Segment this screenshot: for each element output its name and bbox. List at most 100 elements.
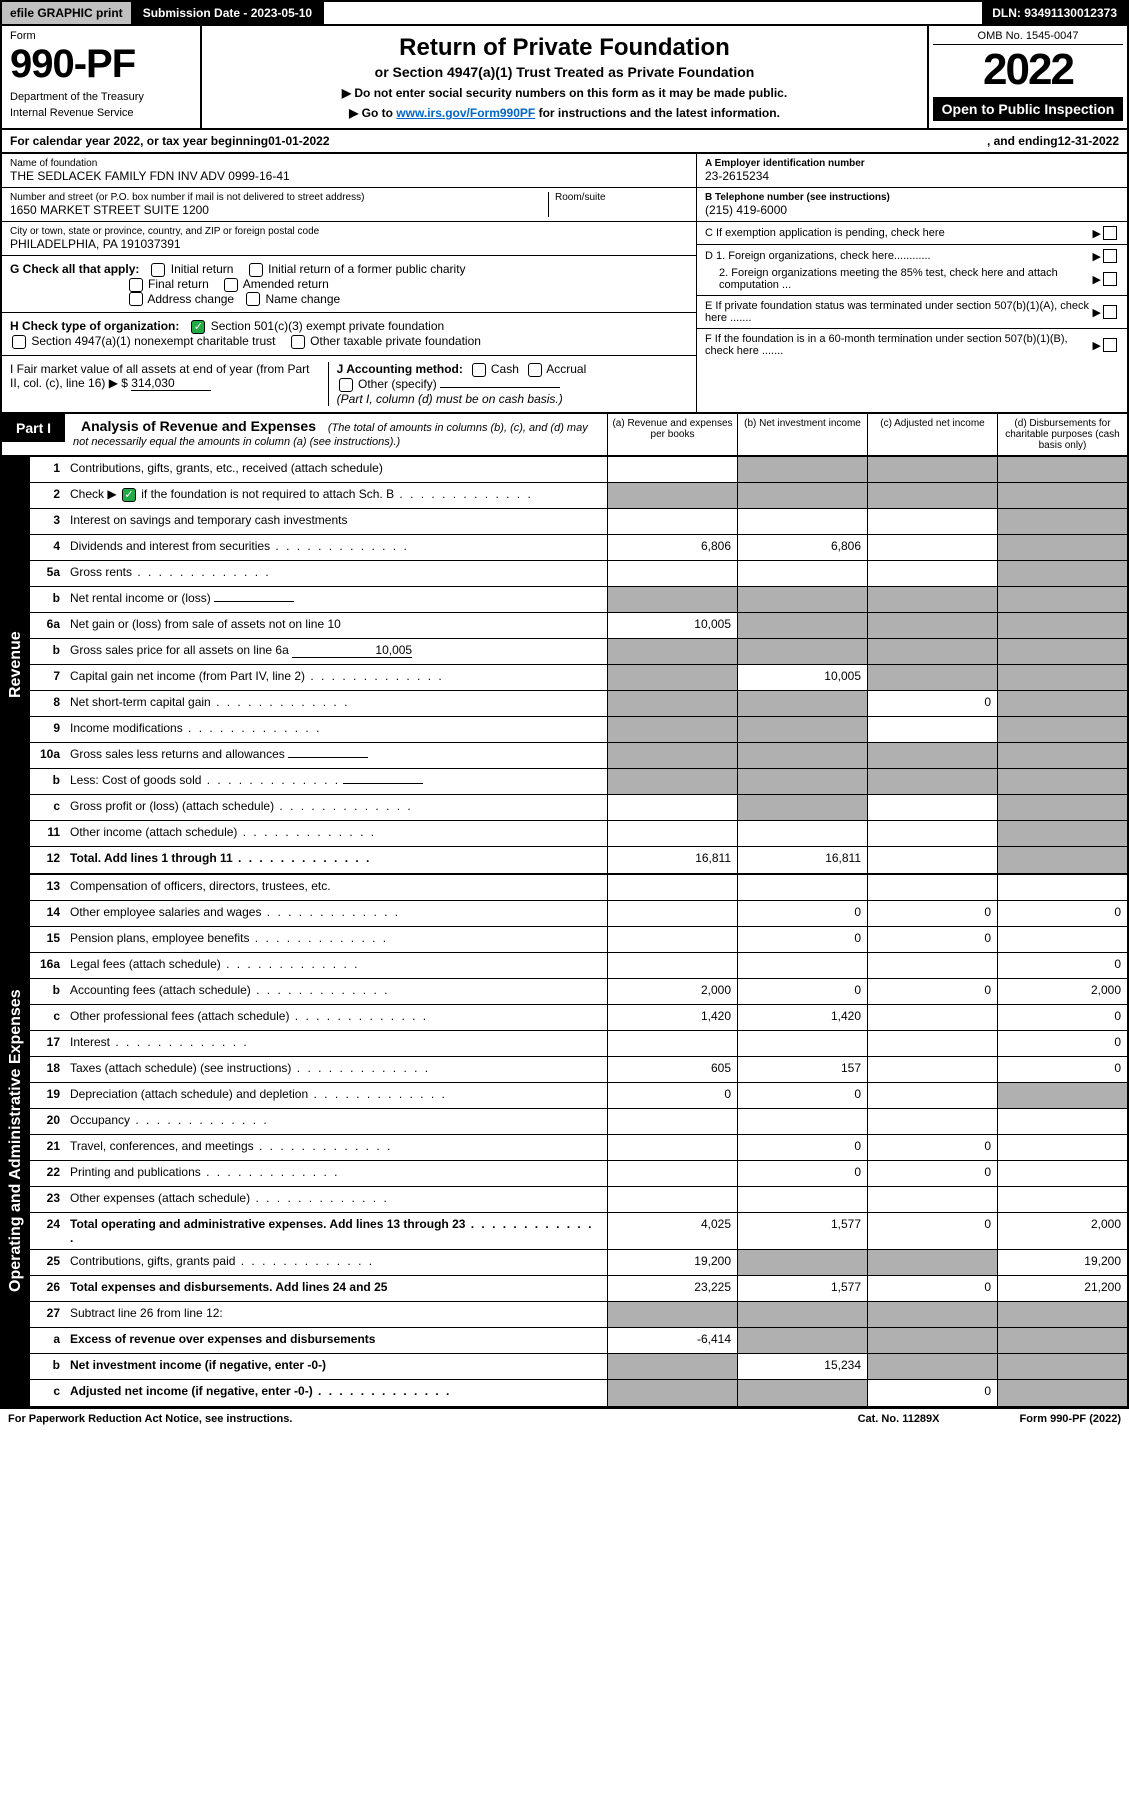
tel-label: B Telephone number (see instructions) (705, 192, 890, 203)
dln: DLN: 93491130012373 (982, 2, 1127, 24)
checkbox-final-return[interactable] (129, 278, 143, 292)
line-15: Pension plans, employee benefits (66, 927, 607, 952)
section-g: G Check all that apply: Initial return I… (2, 256, 696, 313)
checkbox-schb[interactable] (122, 488, 136, 502)
tax-year: 2022 (933, 45, 1123, 95)
line-18: Taxes (attach schedule) (see instruction… (66, 1057, 607, 1082)
line-27a: Excess of revenue over expenses and disb… (66, 1328, 607, 1353)
ein-label: A Employer identification number (705, 158, 865, 169)
checkbox-address-change[interactable] (129, 292, 143, 306)
section-d2: 2. Foreign organizations meeting the 85%… (719, 267, 1093, 291)
line-16c: Other professional fees (attach schedule… (66, 1005, 607, 1030)
line-2: Check ▶ if the foundation is not require… (66, 483, 607, 508)
tax-year-row: For calendar year 2022, or tax year begi… (0, 130, 1129, 154)
fmv-value: 314,030 (131, 376, 211, 391)
room-label: Room/suite (555, 192, 688, 203)
col-c-header: (c) Adjusted net income (867, 414, 997, 455)
revenue-label: Revenue (2, 457, 30, 873)
checkbox-other-method[interactable] (339, 378, 353, 392)
section-ij: I Fair market value of all assets at end… (2, 356, 696, 412)
line-24: Total operating and administrative expen… (66, 1213, 607, 1249)
address: 1650 MARKET STREET SUITE 1200 (10, 203, 548, 217)
section-e: E If private foundation status was termi… (705, 300, 1093, 324)
line-16a: Legal fees (attach schedule) (66, 953, 607, 978)
line-10c: Gross profit or (loss) (attach schedule) (66, 795, 607, 820)
line-6a: Net gain or (loss) from sale of assets n… (66, 613, 607, 638)
expenses-label: Operating and Administrative Expenses (2, 875, 30, 1406)
section-f: F If the foundation is in a 60-month ter… (705, 333, 1093, 357)
form-subtitle: or Section 4947(a)(1) Trust Treated as P… (210, 64, 919, 80)
part-1-title: Analysis of Revenue and Expenses (73, 414, 328, 438)
name-label: Name of foundation (10, 158, 688, 169)
submission-date: Submission Date - 2023-05-10 (133, 2, 324, 24)
city: PHILADELPHIA, PA 191037391 (10, 237, 688, 251)
line-23: Other expenses (attach schedule) (66, 1187, 607, 1212)
line-5a: Gross rents (66, 561, 607, 586)
footer-form: Form 990-PF (2022) (1020, 1413, 1121, 1425)
ein: 23-2615234 (705, 169, 1119, 183)
line-3: Interest on savings and temporary cash i… (66, 509, 607, 534)
dept: Department of the Treasury (10, 91, 192, 103)
checkbox-cash[interactable] (472, 363, 486, 377)
part-1-tag: Part I (2, 414, 65, 442)
line-14: Other employee salaries and wages (66, 901, 607, 926)
addr-label: Number and street (or P.O. box number if… (10, 192, 548, 203)
line-1: Contributions, gifts, grants, etc., rece… (66, 457, 607, 482)
footer-cat: Cat. No. 11289X (858, 1413, 940, 1425)
checkbox-amended[interactable] (224, 278, 238, 292)
irs-link[interactable]: www.irs.gov/Form990PF (396, 106, 535, 120)
checkbox-c[interactable] (1103, 226, 1117, 240)
line-10b: Less: Cost of goods sold (66, 769, 607, 794)
city-label: City or town, state or province, country… (10, 226, 688, 237)
line-6b: Gross sales price for all assets on line… (66, 639, 607, 664)
checkbox-d1[interactable] (1103, 249, 1117, 263)
col-d-header: (d) Disbursements for charitable purpose… (997, 414, 1127, 455)
line-12: Total. Add lines 1 through 11 (66, 847, 607, 873)
line-13: Compensation of officers, directors, tru… (66, 875, 607, 900)
line-27c: Adjusted net income (if negative, enter … (66, 1380, 607, 1406)
line-25: Contributions, gifts, grants paid (66, 1250, 607, 1275)
checkbox-f[interactable] (1103, 338, 1117, 352)
omb-number: OMB No. 1545-0047 (933, 30, 1123, 45)
checkbox-accrual[interactable] (528, 363, 542, 377)
checkbox-other-taxable[interactable] (291, 335, 305, 349)
checkbox-initial-public[interactable] (249, 263, 263, 277)
line-27: Subtract line 26 from line 12: (66, 1302, 607, 1327)
foundation-name: THE SEDLACEK FAMILY FDN INV ADV 0999-16-… (10, 169, 688, 183)
line-19: Depreciation (attach schedule) and deple… (66, 1083, 607, 1108)
line-17: Interest (66, 1031, 607, 1056)
line-9: Income modifications (66, 717, 607, 742)
telephone: (215) 419-6000 (705, 203, 1119, 217)
section-c: C If exemption application is pending, c… (705, 227, 1093, 239)
line-4: Dividends and interest from securities (66, 535, 607, 560)
line-5b: Net rental income or (loss) (66, 587, 607, 612)
checkbox-initial-return[interactable] (151, 263, 165, 277)
instruction-1: ▶ Do not enter social security numbers o… (210, 86, 919, 100)
form-number: 990-PF (10, 42, 192, 87)
checkbox-name-change[interactable] (246, 292, 260, 306)
line-7: Capital gain net income (from Part IV, l… (66, 665, 607, 690)
line-21: Travel, conferences, and meetings (66, 1135, 607, 1160)
line-27b: Net investment income (if negative, ente… (66, 1354, 607, 1379)
checkbox-4947[interactable] (12, 335, 26, 349)
footer-left: For Paperwork Reduction Act Notice, see … (8, 1413, 292, 1425)
line-22: Printing and publications (66, 1161, 607, 1186)
form-title: Return of Private Foundation (210, 34, 919, 62)
j-note: (Part I, column (d) must be on cash basi… (337, 392, 563, 406)
line-26: Total expenses and disbursements. Add li… (66, 1276, 607, 1301)
checkbox-501c3[interactable] (191, 320, 205, 334)
line-8: Net short-term capital gain (66, 691, 607, 716)
section-h: H Check type of organization: Section 50… (2, 313, 696, 356)
line-20: Occupancy (66, 1109, 607, 1134)
form-label: Form (10, 30, 192, 42)
open-public: Open to Public Inspection (933, 97, 1123, 121)
checkbox-d2[interactable] (1103, 272, 1117, 286)
line-11: Other income (attach schedule) (66, 821, 607, 846)
col-b-header: (b) Net investment income (737, 414, 867, 455)
col-a-header: (a) Revenue and expenses per books (607, 414, 737, 455)
line-10a: Gross sales less returns and allowances (66, 743, 607, 768)
instruction-2: ▶ Go to www.irs.gov/Form990PF for instru… (210, 106, 919, 120)
efile-label: efile GRAPHIC print (2, 2, 133, 24)
checkbox-e[interactable] (1103, 305, 1117, 319)
section-d1: D 1. Foreign organizations, check here..… (705, 250, 1093, 262)
